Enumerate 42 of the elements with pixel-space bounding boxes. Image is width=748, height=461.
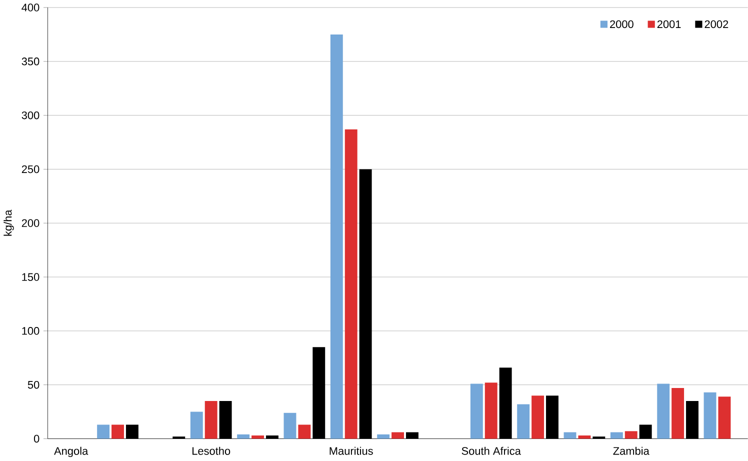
bar xyxy=(377,434,390,439)
x-tick-label: South Africa xyxy=(462,446,521,456)
bar xyxy=(284,412,296,439)
y-tick-label: 300 xyxy=(22,112,40,120)
y-tick-label: 350 xyxy=(22,58,40,66)
y-tick-label: 150 xyxy=(22,273,40,282)
bar xyxy=(470,384,483,439)
y-tick-label: 0 xyxy=(34,435,40,443)
bar xyxy=(204,401,218,439)
y-tick-label: 250 xyxy=(22,166,40,174)
bar xyxy=(484,382,498,439)
bar xyxy=(517,404,530,439)
bar xyxy=(112,424,124,439)
bar xyxy=(237,434,250,439)
bar xyxy=(610,432,623,439)
bar xyxy=(330,34,343,439)
bar xyxy=(672,388,684,439)
bar xyxy=(252,436,264,439)
x-tick-label: Mauritius xyxy=(330,446,373,456)
x-tick-label: Lesotho xyxy=(192,446,230,456)
legend-label: 2002 xyxy=(704,20,728,28)
bar xyxy=(704,392,716,439)
y-tick-label: 400 xyxy=(22,4,40,12)
bar xyxy=(718,396,731,439)
y-tick-label: 100 xyxy=(22,327,40,335)
bar xyxy=(564,432,576,439)
x-tick-label: Angola xyxy=(54,446,88,458)
legend-label: 2001 xyxy=(657,20,681,28)
bar xyxy=(392,432,404,439)
y-axis-title: kg/ha xyxy=(4,210,14,236)
y-tick-label: 200 xyxy=(22,219,40,228)
bar xyxy=(624,431,638,439)
x-tick-label: Zambia xyxy=(613,446,650,456)
bar xyxy=(97,424,110,439)
bar xyxy=(298,424,311,439)
bar xyxy=(657,384,670,439)
y-tick-label: 50 xyxy=(28,381,40,389)
legend-label: 2000 xyxy=(610,20,634,28)
bar xyxy=(578,436,591,439)
bar xyxy=(344,129,358,439)
bar xyxy=(190,412,203,439)
bar xyxy=(532,396,544,439)
